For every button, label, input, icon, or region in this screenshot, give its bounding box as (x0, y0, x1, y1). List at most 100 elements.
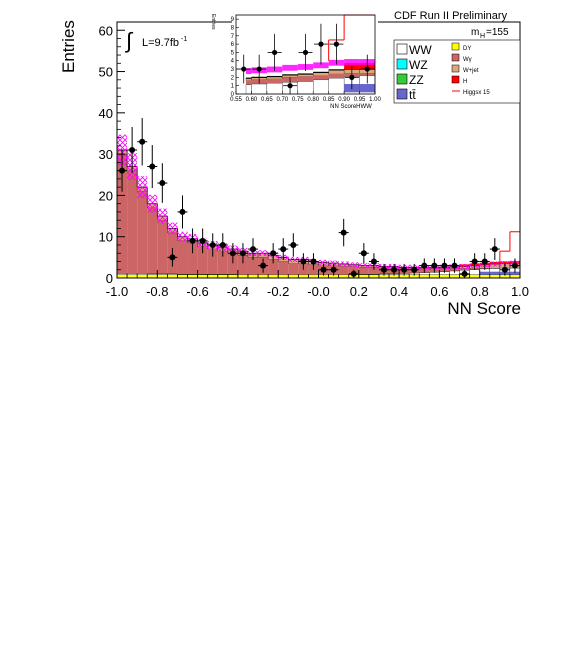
data-point (431, 262, 438, 269)
data-point (441, 262, 448, 269)
data-point (250, 246, 257, 253)
y-tick-label: 20 (99, 188, 113, 203)
uncertainty-hatch (459, 263, 470, 269)
main-higgs-line (489, 231, 520, 265)
inset-x-axis-title: NN ScoreHWW (330, 104, 372, 110)
inset-uncertainty-band (344, 59, 360, 65)
uncertainty-hatch (328, 260, 339, 266)
inset-x-tick-label: 0.65 (261, 97, 273, 103)
data-point (159, 180, 166, 187)
x-tick-label: 0.6 (430, 284, 448, 299)
main-data-points (117, 118, 520, 278)
data-point (129, 147, 136, 153)
inset-y-tick-label: 8 (231, 25, 235, 31)
y-tick-label: 60 (99, 23, 113, 38)
wgamma-bar (177, 240, 188, 275)
integral-symbol: ∫ (124, 28, 134, 53)
inset-ww-bar (266, 83, 283, 95)
inset-ttbar-bar (359, 84, 375, 93)
data-point (411, 266, 418, 273)
uncertainty-hatch (338, 261, 349, 267)
ttbar-bar (509, 271, 520, 275)
inset-uncertainty-band (282, 64, 298, 71)
wgamma-bar (237, 255, 248, 275)
data-point (340, 229, 347, 236)
inset-ww-bar (328, 78, 345, 95)
inset-frame (235, 14, 376, 95)
inset-data-points (236, 23, 375, 94)
data-point (320, 266, 327, 273)
inset-x-tick-label: 0.85 (323, 97, 335, 103)
inset-y-tick-label: 3 (231, 67, 235, 73)
data-point (179, 208, 186, 215)
ttbar-bar (479, 271, 490, 275)
data-point (149, 163, 156, 170)
inset-y-tick-label: 1 (231, 84, 235, 90)
data-point (380, 266, 387, 273)
x-axis-title: NN Score (447, 299, 521, 318)
data-point (270, 250, 277, 257)
x-tick-label: 0.2 (350, 284, 368, 299)
inset-data-point (302, 49, 309, 56)
inset-uncertainty-band (246, 68, 252, 75)
legend-label: tt̄ (409, 88, 416, 102)
y-tick-label: 50 (99, 65, 113, 80)
data-point (501, 266, 508, 273)
inset-y-tick-label: 6 (231, 42, 235, 48)
inset-y-tick-label: 2 (231, 75, 235, 81)
legend-swatch (451, 75, 460, 84)
wgamma-bar (368, 267, 379, 275)
data-point (260, 262, 267, 269)
ww-bar (419, 272, 430, 275)
ww-bar (469, 269, 480, 275)
x-tick-label: -0.4 (227, 284, 249, 299)
legend-label: WW (409, 43, 432, 57)
uncertainty-hatch (137, 176, 148, 199)
inset-x-tick-label: 0.95 (354, 97, 366, 103)
x-tick-label: 0.4 (390, 284, 408, 299)
x-tick-label: -0.6 (186, 284, 208, 299)
inset-ww-bar (297, 81, 314, 95)
wgamma-bar (278, 261, 289, 275)
legend-label: Wγ (463, 57, 472, 63)
ww-bar (126, 273, 138, 275)
wgamma-bar (247, 257, 259, 275)
y-tick-label: 10 (99, 230, 113, 245)
uncertainty-hatch (288, 256, 299, 262)
wgamma-bar (197, 247, 208, 275)
data-point (189, 237, 196, 244)
legend-label: ZZ (409, 73, 424, 87)
data-point (199, 237, 206, 244)
x-tick-label: 0.8 (471, 284, 489, 299)
inset-data-point (241, 66, 247, 72)
inset-data-point (318, 41, 324, 47)
wgamma-bar (227, 253, 238, 275)
wgamma-bar (117, 154, 128, 274)
inset-y-tick-label: 4 (231, 59, 235, 65)
legend-swatch (396, 88, 408, 100)
data-point (471, 258, 478, 265)
uncertainty-hatch (348, 262, 359, 268)
uncertainty-hatch (167, 222, 178, 235)
mass-subscript: H (480, 33, 485, 40)
inset-wgamma-bar (313, 75, 329, 80)
inset-x-tick-label: 0.80 (307, 97, 319, 103)
data-point (360, 250, 367, 257)
wgamma-bar (147, 207, 158, 274)
data-point (350, 270, 357, 277)
inset-data-point (287, 83, 293, 89)
legend-label: Higgsx 15 (463, 90, 490, 96)
legend-label: H (463, 79, 467, 85)
inset-x-tick-label: 0.60 (246, 97, 258, 103)
legend-swatch (396, 73, 408, 85)
inset-y-ticks: 0 1 2 3 4 5 6 7 8 9 (231, 17, 239, 98)
data-point (481, 258, 488, 265)
wgamma-bar (268, 259, 279, 275)
data-point (119, 167, 126, 174)
inset-data-point (349, 74, 355, 80)
x-tick-label: 1.0 (511, 284, 529, 299)
ttbar-bar (489, 271, 500, 275)
y-tick-label: 0 (106, 271, 113, 286)
inset-y-axis-title: Entries (210, 14, 216, 30)
